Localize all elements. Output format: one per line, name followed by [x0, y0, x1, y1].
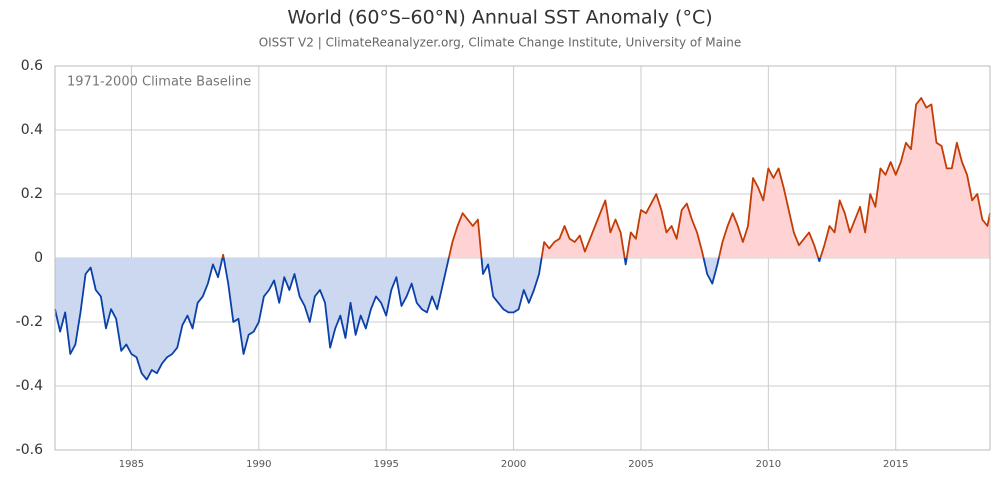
x-tick-label: 2015 [883, 459, 908, 470]
x-tick-label: 2005 [628, 459, 653, 470]
area-above [55, 98, 990, 258]
plot-border [54, 65, 991, 451]
x-tick-label: 1990 [246, 459, 271, 470]
line-below [54, 258, 822, 381]
y-tick-label: -0.2 [16, 314, 43, 330]
y-tick-label: 0.6 [21, 58, 43, 74]
x-tick-label: 2000 [501, 459, 526, 470]
line-above [221, 97, 991, 258]
chart-title: World (60°S–60°N) Annual SST Anomaly (°C… [287, 7, 712, 29]
y-tick-label: -0.4 [16, 378, 43, 394]
y-tick-label: 0.2 [21, 186, 43, 202]
y-tick-label: 0.4 [21, 122, 43, 138]
y-tick-label: 0 [34, 250, 43, 266]
x-tick-label: 1985 [119, 459, 144, 470]
x-tick-label: 1995 [373, 459, 398, 470]
area-below [55, 258, 990, 380]
annotation: 1971-2000 Climate Baseline [67, 75, 251, 90]
y-tick-label: -0.6 [16, 442, 43, 458]
chart-subtitle: OISST V2 | ClimateReanalyzer.org, Climat… [259, 36, 742, 50]
x-tick-label: 2010 [756, 459, 781, 470]
